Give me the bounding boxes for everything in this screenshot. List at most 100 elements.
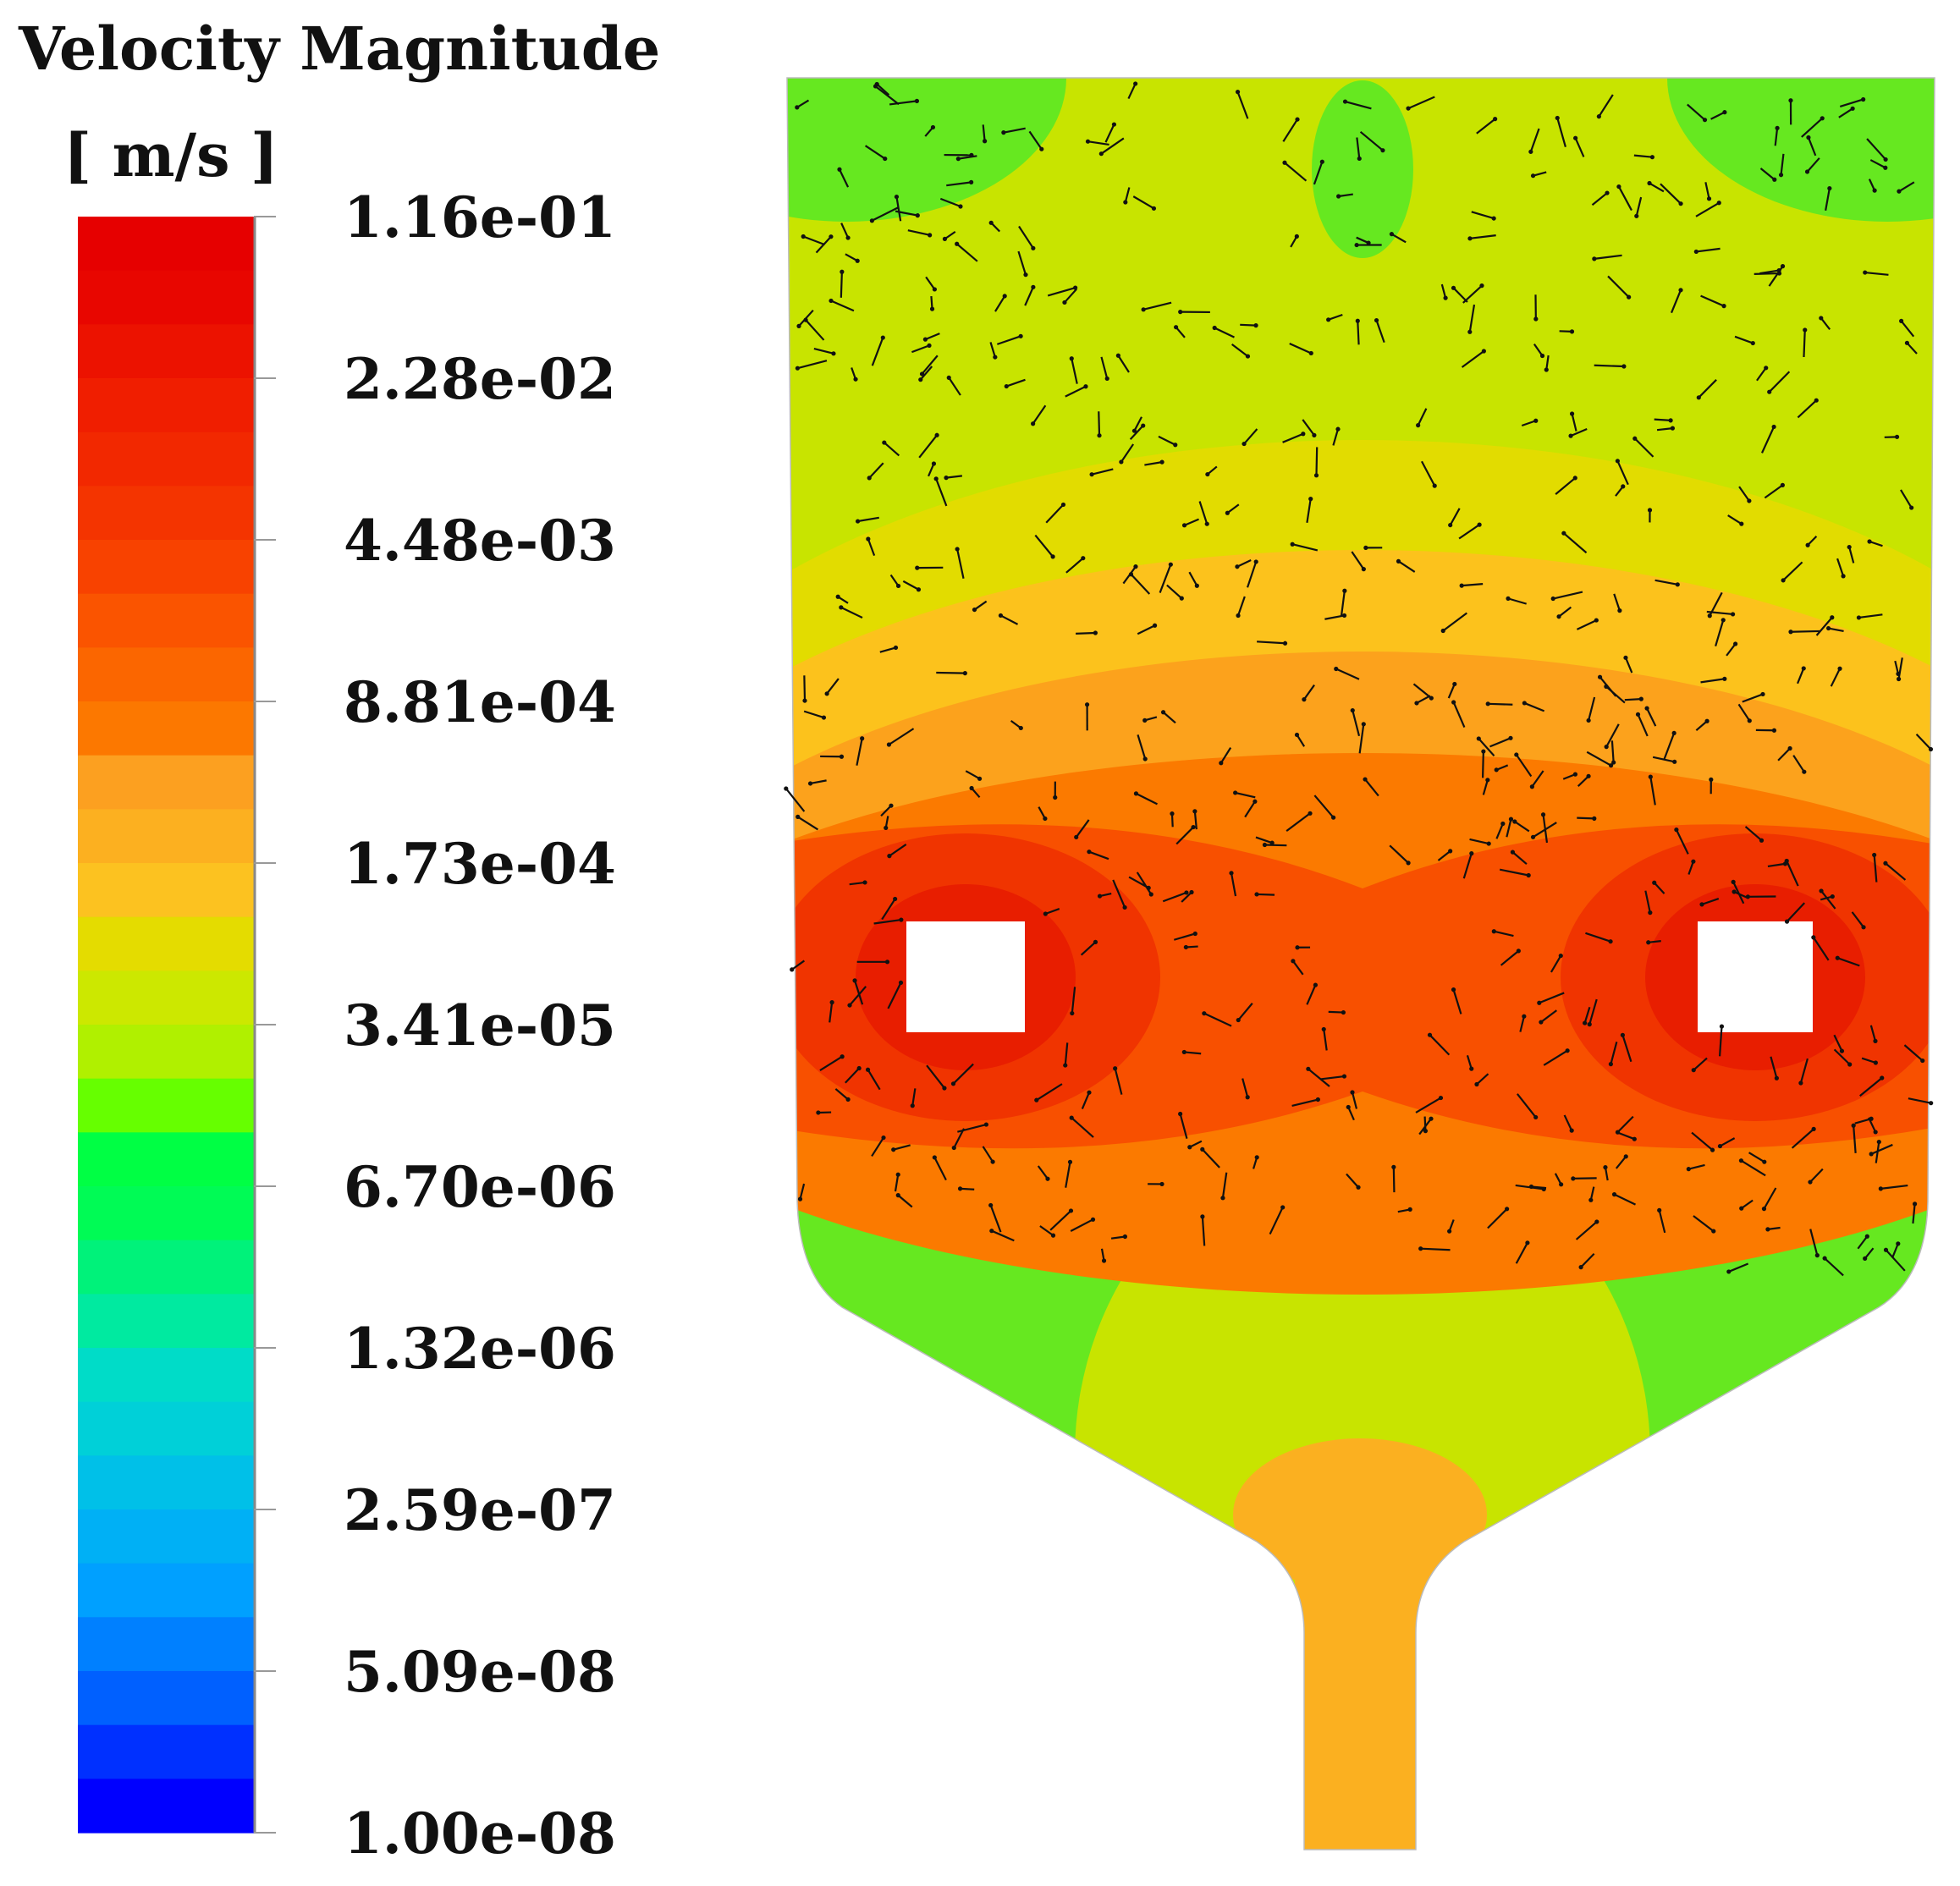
velocity-vector-head xyxy=(1604,745,1609,750)
velocity-vector xyxy=(1420,1247,1451,1251)
velocity-vector-head xyxy=(1356,1185,1361,1190)
velocity-vector-head xyxy=(1002,294,1007,299)
velocity-vector xyxy=(1861,1057,1876,1064)
velocity-vector xyxy=(1744,826,1763,842)
velocity-vector xyxy=(1087,140,1109,146)
velocity-vector-head xyxy=(1616,184,1621,190)
velocity-vector xyxy=(1906,342,1918,355)
velocity-vector xyxy=(1833,1048,1851,1065)
velocity-vector-head xyxy=(942,236,948,241)
velocity-vector-head xyxy=(1342,588,1347,593)
velocity-vector-head xyxy=(1806,135,1811,140)
velocity-vector xyxy=(840,223,850,239)
velocity-vector xyxy=(1346,1173,1359,1188)
velocity-vector xyxy=(948,377,961,396)
velocity-vector xyxy=(1407,96,1435,110)
velocity-vector-head xyxy=(1469,851,1474,856)
velocity-vector xyxy=(1137,624,1156,635)
velocity-vector-head xyxy=(1069,1115,1074,1120)
velocity-vector-head xyxy=(1225,510,1230,515)
velocity-vector-head xyxy=(1603,1165,1608,1170)
velocity-vector-head xyxy=(1904,340,1910,345)
velocity-vector xyxy=(1572,1177,1597,1180)
velocity-vector-head xyxy=(1350,707,1355,713)
velocity-vector xyxy=(1653,882,1665,894)
velocity-vector xyxy=(1246,561,1258,588)
velocity-vector-head xyxy=(1070,1010,1075,1016)
velocity-vector xyxy=(1853,1125,1857,1153)
velocity-vector-head xyxy=(1467,329,1473,334)
velocity-vector xyxy=(1741,1199,1754,1210)
velocity-vector-head xyxy=(1448,849,1453,854)
velocity-vector xyxy=(1417,408,1428,426)
velocity-vector xyxy=(1286,812,1311,833)
velocity-vector-head xyxy=(840,1054,845,1059)
velocity-vector-head xyxy=(1407,1207,1412,1212)
velocity-vector-head xyxy=(1122,1234,1128,1240)
velocity-vector xyxy=(911,344,930,354)
velocity-vector xyxy=(1292,960,1304,976)
velocity-vector xyxy=(936,671,966,674)
velocity-vector xyxy=(889,844,907,857)
velocity-vector-head xyxy=(1294,234,1299,239)
velocity-vector xyxy=(1359,130,1384,151)
velocity-vector-head xyxy=(1335,426,1341,432)
velocity-vector-head xyxy=(1837,666,1842,671)
velocity-vector-head xyxy=(1539,353,1545,359)
velocity-vector xyxy=(1903,1044,1924,1062)
velocity-vector-head xyxy=(882,440,887,445)
velocity-vector xyxy=(1100,137,1125,155)
velocity-vector xyxy=(1003,127,1026,134)
velocity-vector xyxy=(1908,1097,1931,1104)
velocity-vector xyxy=(1532,822,1557,839)
velocity-vector-head xyxy=(1039,146,1044,151)
velocity-vector-head xyxy=(1301,432,1306,437)
velocity-vector-head xyxy=(1896,676,1902,682)
velocity-vector-head xyxy=(1561,531,1566,536)
velocity-vector xyxy=(1767,862,1786,868)
velocity-vector xyxy=(1449,508,1461,526)
velocity-vector-head xyxy=(1638,696,1643,701)
velocity-vector-head xyxy=(1847,544,1852,550)
velocity-vector xyxy=(1864,271,1889,276)
velocity-vector-head xyxy=(1366,240,1371,245)
colorbar-tick-label: 5.09e-08 xyxy=(344,1639,616,1705)
velocity-vector xyxy=(1576,619,1597,630)
velocity-vector xyxy=(1605,723,1620,748)
velocity-vector xyxy=(1302,419,1315,437)
velocity-vector-head xyxy=(1432,483,1437,488)
velocity-vector-head xyxy=(1319,159,1324,164)
velocity-vector-head xyxy=(1648,774,1653,779)
velocity-vector-head xyxy=(1621,364,1627,369)
velocity-vector xyxy=(953,1128,966,1149)
velocity-vector xyxy=(1412,683,1433,699)
velocity-vector-head xyxy=(951,1145,956,1151)
velocity-vector xyxy=(935,478,948,507)
velocity-vector xyxy=(1698,379,1717,399)
velocity-vector xyxy=(1701,898,1720,905)
velocity-vector-head xyxy=(1346,1104,1351,1110)
colorbar-band xyxy=(78,970,254,1025)
velocity-vector xyxy=(1070,1218,1094,1232)
velocity-vector xyxy=(1710,111,1726,120)
velocity-vector-head xyxy=(1447,1229,1452,1234)
velocity-vector-head xyxy=(1798,1080,1803,1086)
velocity-vector-head xyxy=(958,204,963,209)
velocity-vector xyxy=(1045,503,1065,524)
velocity-vector xyxy=(1523,701,1545,712)
velocity-vector xyxy=(845,253,858,262)
velocity-vector xyxy=(1858,613,1883,619)
velocity-vector-head xyxy=(807,781,813,786)
velocity-vector xyxy=(952,1063,974,1085)
velocity-vector xyxy=(1110,1235,1126,1240)
velocity-vector xyxy=(853,980,864,1005)
velocity-vector xyxy=(1761,426,1776,454)
velocity-vector xyxy=(1289,343,1312,355)
velocity-vector xyxy=(1065,557,1084,574)
velocity-vector-head xyxy=(1873,1130,1878,1135)
velocity-vector xyxy=(1624,698,1642,701)
velocity-vector-head xyxy=(1474,1081,1479,1087)
velocity-vector-head xyxy=(1863,1256,1868,1261)
velocity-vector-head xyxy=(1229,871,1234,876)
velocity-vector-head xyxy=(862,880,867,885)
